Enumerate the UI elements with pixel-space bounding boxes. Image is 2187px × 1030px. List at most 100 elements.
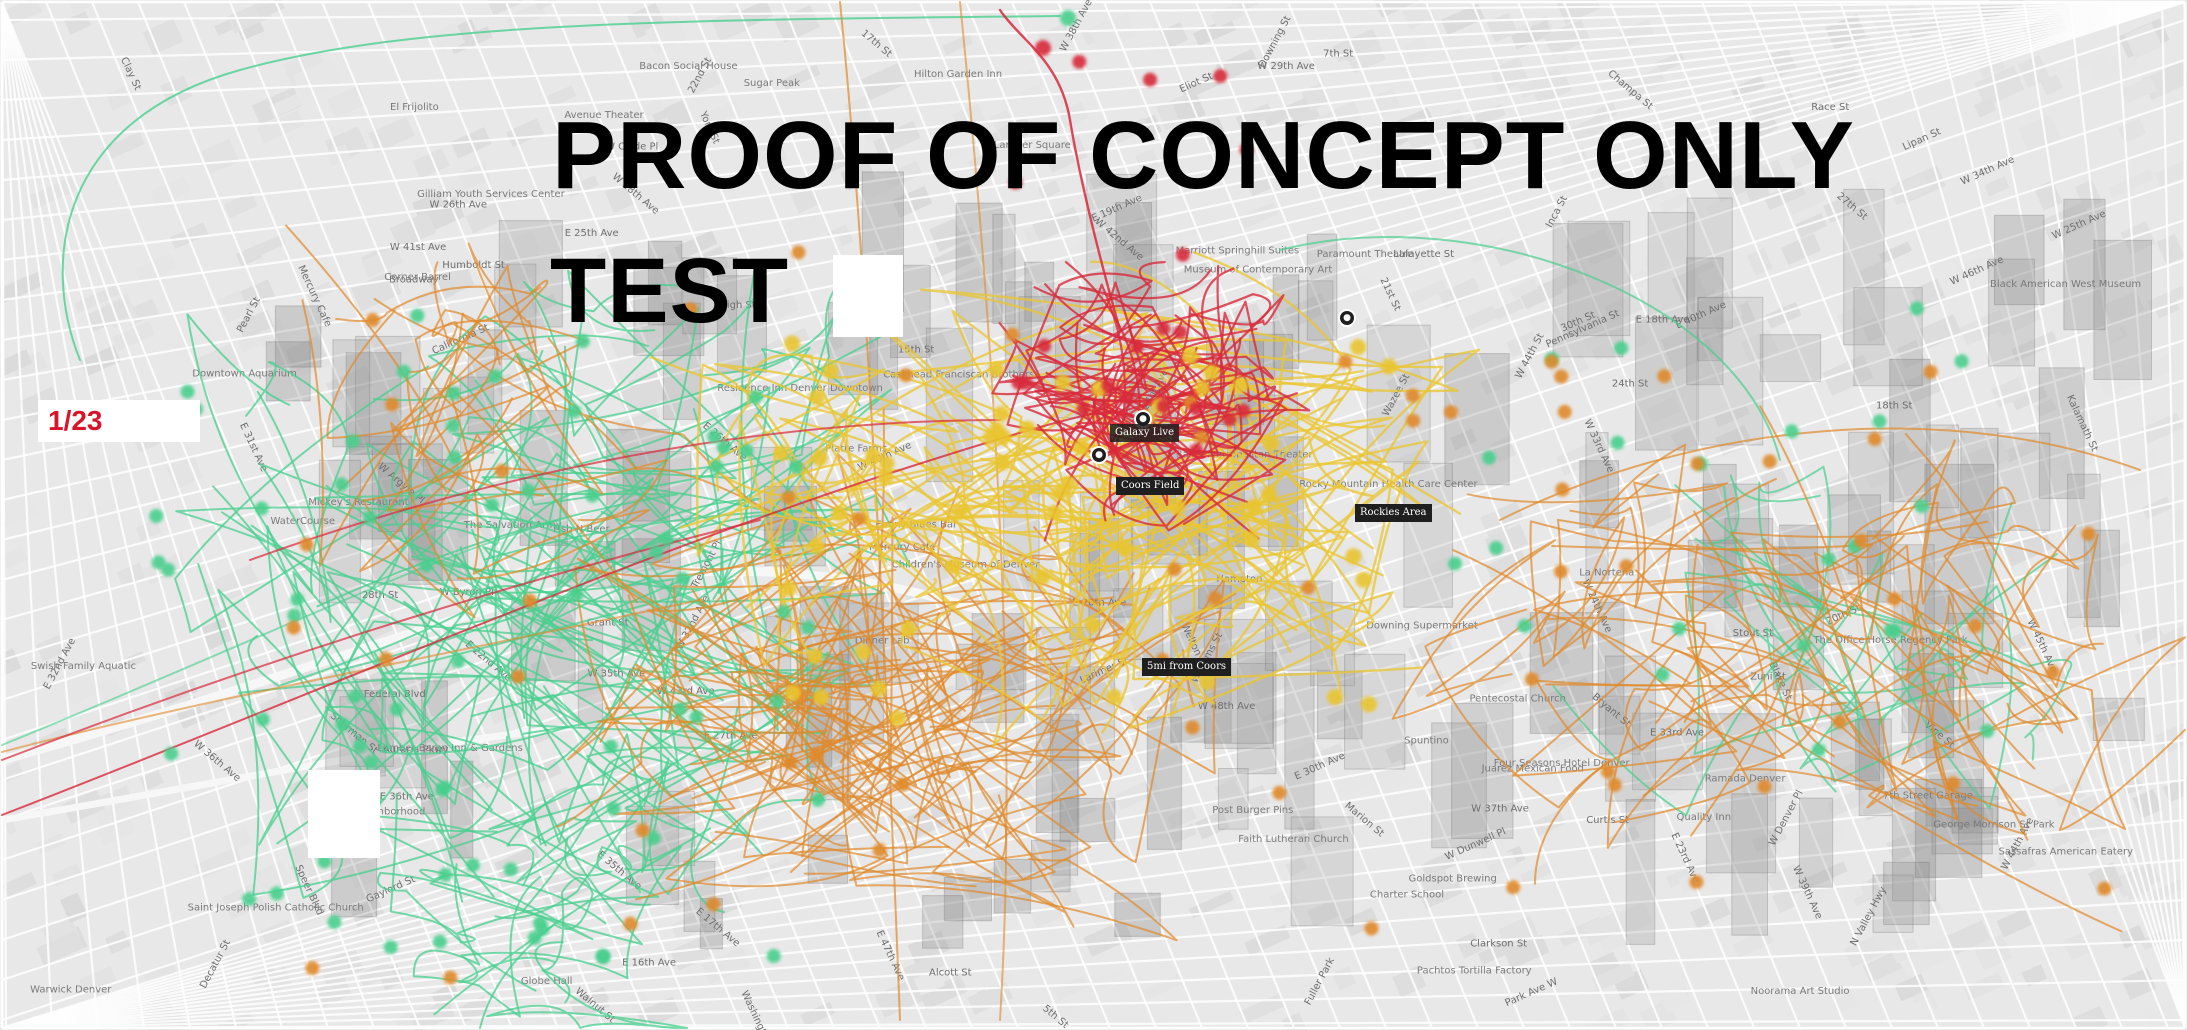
stop-marker-mid[interactable] <box>806 648 823 665</box>
stop-marker-outer[interactable] <box>286 620 301 635</box>
stop-marker-mid[interactable] <box>878 455 895 472</box>
stop-marker-near[interactable] <box>1175 247 1190 262</box>
stop-marker-outer[interactable] <box>1887 592 1902 607</box>
stop-marker-mid[interactable] <box>865 447 881 464</box>
stop-marker-outer[interactable] <box>305 961 320 976</box>
stop-marker-near[interactable] <box>1156 321 1171 336</box>
stop-marker-mid[interactable] <box>855 644 871 660</box>
stop-marker-outer[interactable] <box>1607 777 1622 792</box>
stop-marker-mid[interactable] <box>1381 358 1398 375</box>
stop-marker-far[interactable] <box>327 915 342 930</box>
stop-marker-far[interactable] <box>1872 414 1887 429</box>
stop-marker-mid[interactable] <box>1245 498 1262 515</box>
stop-marker-outer[interactable] <box>895 777 910 792</box>
stop-marker-far[interactable] <box>389 702 404 717</box>
stop-marker-outer[interactable] <box>1867 432 1882 446</box>
stop-marker-mid[interactable] <box>808 389 825 406</box>
rockies-pin-icon[interactable]: ● <box>1338 309 1356 327</box>
stop-marker-far[interactable] <box>748 389 763 404</box>
stop-marker-near[interactable] <box>1072 54 1087 69</box>
stop-marker-far[interactable] <box>769 694 784 709</box>
stop-marker-mid[interactable] <box>1199 674 1215 691</box>
stop-marker-far[interactable] <box>1914 499 1929 514</box>
stop-marker-far[interactable] <box>649 544 664 559</box>
stop-marker-outer[interactable] <box>494 464 509 478</box>
stop-marker-outer[interactable] <box>2097 881 2112 896</box>
stop-marker-outer[interactable] <box>1757 779 1772 794</box>
stop-marker-outer[interactable] <box>852 511 866 526</box>
stop-marker-far[interactable] <box>1482 450 1496 465</box>
stop-marker-near[interactable] <box>1143 72 1158 87</box>
stop-marker-far[interactable] <box>673 702 688 717</box>
stop-marker-mid[interactable] <box>1073 439 1090 456</box>
stop-marker-far[interactable] <box>603 739 618 754</box>
stop-marker-outer[interactable] <box>1207 591 1222 606</box>
stop-marker-mid[interactable] <box>1360 696 1377 713</box>
stop-marker-outer[interactable] <box>2045 665 2060 679</box>
stop-marker-far[interactable] <box>242 892 257 907</box>
stop-marker-far[interactable] <box>1060 10 1076 26</box>
stop-marker-far[interactable] <box>1614 341 1629 356</box>
stop-marker-far[interactable] <box>766 949 781 963</box>
stop-marker-outer[interactable] <box>1506 880 1521 895</box>
stop-marker-far[interactable] <box>290 592 305 607</box>
stop-marker-outer[interactable] <box>872 843 887 858</box>
stop-marker-far[interactable] <box>180 384 195 399</box>
stop-marker-outer[interactable] <box>523 593 537 608</box>
stop-marker-mid[interactable] <box>877 469 894 486</box>
stop-marker-mid[interactable] <box>945 558 961 575</box>
stop-marker-far[interactable] <box>255 712 270 727</box>
stop-marker-mid[interactable] <box>780 580 797 597</box>
stop-marker-far[interactable] <box>776 604 791 619</box>
stop-marker-outer[interactable] <box>1854 533 1869 548</box>
stop-marker-mid[interactable] <box>1182 348 1198 365</box>
stop-marker-mid[interactable] <box>784 335 801 352</box>
stop-marker-far[interactable] <box>1517 619 1532 634</box>
stop-marker-mid[interactable] <box>822 362 839 379</box>
stop-marker-outer[interactable] <box>385 397 400 412</box>
stop-marker-outer[interactable] <box>1406 413 1421 428</box>
stop-marker-far[interactable] <box>485 498 499 513</box>
stop-marker-mid[interactable] <box>1046 504 1063 521</box>
stop-marker-far[interactable] <box>596 948 610 963</box>
stop-marker-outer[interactable] <box>1167 562 1182 577</box>
stop-marker-mid[interactable] <box>993 405 1010 422</box>
stop-marker-near[interactable] <box>1035 40 1051 56</box>
stop-marker-outer[interactable] <box>1544 354 1559 369</box>
stop-marker-mid[interactable] <box>870 680 887 697</box>
stop-marker-far[interactable] <box>716 440 731 455</box>
stop-marker-mid[interactable] <box>900 620 917 637</box>
stop-marker-far[interactable] <box>335 717 350 732</box>
stop-marker-far[interactable] <box>689 709 704 724</box>
coors-field-pin-icon[interactable]: ● <box>1090 446 1108 464</box>
stop-marker-far[interactable] <box>254 501 269 516</box>
stop-marker-far[interactable] <box>1954 354 1969 369</box>
stop-marker-outer[interactable] <box>1762 454 1777 469</box>
stop-marker-mid[interactable] <box>988 361 1005 378</box>
stop-marker-near[interactable] <box>1189 443 1204 458</box>
stop-marker-far[interactable] <box>1610 435 1625 450</box>
stop-marker-far[interactable] <box>396 364 411 379</box>
stop-marker-outer[interactable] <box>511 669 526 684</box>
stop-marker-outer[interactable] <box>1832 714 1847 729</box>
stop-marker-outer[interactable] <box>1194 430 1209 445</box>
stop-marker-far[interactable] <box>789 459 804 474</box>
stop-marker-far[interactable] <box>1980 724 1995 738</box>
stop-marker-far[interactable] <box>569 587 584 602</box>
stop-marker-near[interactable] <box>1037 338 1052 353</box>
stop-marker-mid[interactable] <box>1261 486 1278 503</box>
stop-marker-outer[interactable] <box>1601 764 1615 779</box>
stop-marker-near[interactable] <box>1018 375 1033 390</box>
stop-marker-far[interactable] <box>521 483 536 498</box>
stop-marker-outer[interactable] <box>1525 672 1539 687</box>
stop-marker-mid[interactable] <box>1118 540 1135 557</box>
stop-marker-far[interactable] <box>1655 667 1670 682</box>
stop-marker-far[interactable] <box>606 801 621 816</box>
venue-label-coors-field[interactable]: Coors Field <box>1116 477 1185 495</box>
stop-marker-outer[interactable] <box>683 302 698 317</box>
stop-marker-mid[interactable] <box>889 710 906 727</box>
stop-marker-far[interactable] <box>567 404 582 419</box>
stop-marker-far[interactable] <box>435 782 450 797</box>
stop-marker-mid[interactable] <box>1170 499 1186 515</box>
stop-marker-outer[interactable] <box>365 313 380 327</box>
